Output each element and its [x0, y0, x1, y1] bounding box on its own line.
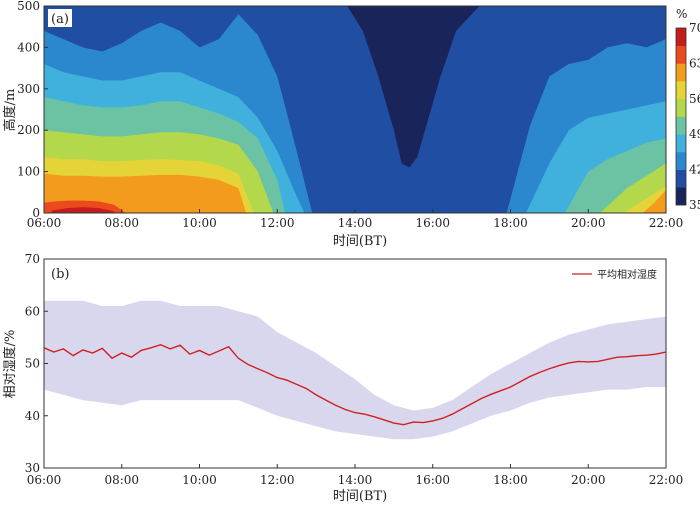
x-tick-label: 22:00	[649, 216, 684, 230]
colorbar-segment-8	[676, 45, 686, 64]
x-tick-label: 06:00	[27, 473, 62, 487]
line-x-label: 时间(BT)	[333, 489, 387, 504]
x-tick-label: 22:00	[649, 473, 684, 487]
colorbar-segment-1	[676, 169, 686, 188]
y-tick-label: 400	[17, 40, 40, 54]
colorbar-tick-label: 63	[689, 56, 700, 70]
line-y-label: 相对湿度/%	[2, 330, 18, 399]
panel-a-tag: (a)	[51, 12, 69, 27]
y-tick-label: 60	[25, 304, 40, 318]
y-tick-label: 300	[17, 82, 40, 96]
colorbar-segment-3	[676, 134, 686, 153]
colorbar-segment-6	[676, 81, 686, 100]
heatmap-panel: 06:00 08:00 10:00 12:00 14:00 16:00 18:00 20:00…	[2, 0, 700, 249]
x-tick-label: 10:00	[182, 216, 217, 230]
humidity-mean-line	[43, 343, 667, 426]
colorbar-segment-9	[676, 28, 686, 46]
heatmap-y-label: 高度/m	[2, 89, 18, 132]
line-x-ticks: 06:00 08:00 10:00 12:00 14:00 16:00 18:00 20:00…	[27, 464, 684, 487]
panel-a-tag-bg	[48, 9, 72, 27]
contour-band-6	[44, 173, 666, 213]
heatmap-x-ticks: 06:00 08:00 10:00 12:00 14:00 16:00 18:00 20:00…	[27, 209, 684, 230]
x-tick-label: 10:00	[182, 473, 217, 487]
x-tick-label: 16:00	[415, 216, 450, 230]
y-tick-label: 50	[25, 357, 40, 371]
y-tick-label: 500	[17, 0, 40, 13]
y-tick-label: 200	[17, 123, 40, 137]
humidity-range-band	[44, 300, 666, 440]
heatmap-contours	[44, 6, 666, 214]
x-tick-label: 20:00	[571, 473, 606, 487]
y-tick-label: 100	[17, 165, 40, 179]
x-tick-label: 20:00	[571, 216, 606, 230]
y-tick-label: 30	[25, 461, 40, 475]
x-tick-label: 18:00	[493, 216, 528, 230]
heatmap-x-label: 时间(BT)	[333, 234, 387, 249]
colorbar-tick-label: 42	[689, 163, 700, 177]
colorbar-segment-5	[676, 98, 686, 117]
colorbar-frame	[675, 27, 687, 206]
line-panel: 06:00 08:00 10:00 12:00 14:00 16:00 18:00 20:00…	[2, 252, 683, 504]
legend-label: 平均相对湿度	[597, 268, 657, 281]
x-tick-label: 12:00	[260, 473, 295, 487]
colorbar-unit: %	[676, 7, 687, 21]
x-tick-label: 08:00	[104, 473, 139, 487]
y-tick-label: 70	[25, 252, 40, 266]
x-tick-label: 14:00	[338, 216, 373, 230]
colorbar-segment-2	[676, 151, 686, 170]
contour-band-9	[331, 6, 480, 168]
colorbar-segment-4	[676, 116, 686, 135]
y-tick-label: 0	[32, 206, 40, 220]
y-tick-label: 40	[25, 409, 40, 423]
x-tick-label: 18:00	[493, 473, 528, 487]
colorbar-segment-7	[676, 63, 686, 82]
x-tick-label: 16:00	[415, 473, 450, 487]
colorbar-tick-label: 49	[689, 127, 700, 141]
legend: 平均相对湿度	[572, 268, 657, 281]
colorbar-tick-label: 70	[689, 21, 700, 35]
colorbar-tick-label: 56	[689, 92, 700, 106]
panel-b-tag: (b)	[51, 267, 69, 282]
x-tick-label: 12:00	[260, 216, 295, 230]
colorbar-tick-label: 35	[689, 198, 700, 212]
colorbar: 35 42 49 56 63 70	[675, 21, 700, 212]
x-tick-label: 08:00	[104, 216, 139, 230]
x-tick-label: 14:00	[338, 473, 373, 487]
x-tick-label: 06:00	[27, 216, 62, 230]
colorbar-segment-0	[676, 187, 686, 206]
contour-band-8	[51, 207, 114, 213]
heatmap-y-ticks: 0 100 200 300 400 500	[17, 0, 48, 220]
line-y-ticks: 30 40 50 60 70	[25, 252, 48, 475]
